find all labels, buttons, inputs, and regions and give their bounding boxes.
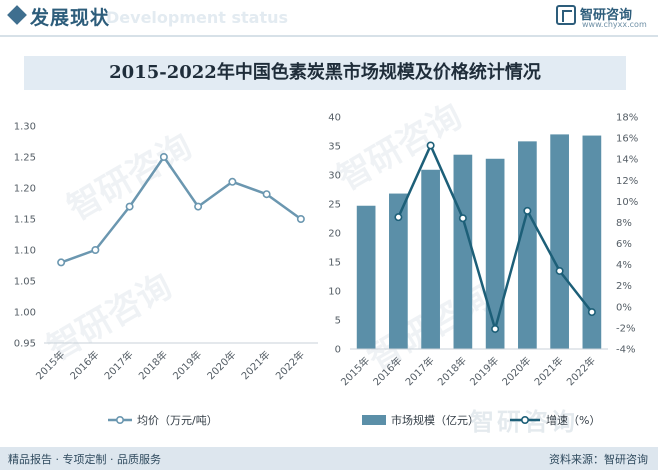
price-point — [159, 153, 168, 162]
growth-point — [426, 141, 435, 150]
x-tick-label: 2017年 — [402, 354, 436, 388]
x-tick-label: 2018年 — [435, 354, 469, 388]
right-y-tick-label: 8% — [616, 218, 632, 229]
footer-tagline: 精品报告 · 专项定制 · 品质服务 — [8, 453, 161, 466]
y-tick-label: 0.95 — [14, 339, 36, 350]
y-tick-label: 1.00 — [14, 308, 36, 319]
market-size-bar — [356, 205, 376, 349]
legend-marker — [520, 415, 529, 424]
x-tick-label: 2021年 — [238, 348, 272, 382]
price-point — [228, 177, 237, 186]
price-point — [91, 246, 100, 255]
market-size-bar — [389, 193, 408, 349]
right-y-tick-label: 12% — [616, 176, 638, 187]
x-tick-label: 2019年 — [170, 348, 204, 382]
market-size-bar — [518, 141, 537, 349]
section-title: 发展现状 — [30, 7, 111, 29]
left-y-tick-label: 25 — [328, 200, 341, 211]
right-y-tick-label: -4% — [616, 345, 635, 356]
x-tick-label: 2016年 — [370, 354, 404, 388]
y-tick-label: 1.20 — [14, 184, 36, 195]
y-tick-label: 1.30 — [14, 122, 36, 133]
y-tick-label: 1.10 — [14, 246, 36, 257]
x-tick-label: 2022年 — [564, 354, 598, 388]
price-point — [262, 190, 271, 199]
left-y-tick-label: 35 — [328, 142, 341, 153]
x-tick-label: 2022年 — [273, 348, 307, 382]
growth-point — [491, 324, 500, 333]
left-y-tick-label: 0 — [335, 345, 341, 356]
x-tick-label: 2015年 — [338, 354, 372, 388]
market-size-bar — [421, 169, 440, 349]
market-size-bar — [485, 158, 505, 349]
left-y-tick-label: 20 — [328, 229, 341, 240]
left-y-tick-label: 30 — [328, 171, 341, 182]
right-y-tick-label: 14% — [616, 155, 638, 166]
brand-logo-icon — [556, 5, 576, 25]
x-tick-label: 2017年 — [101, 348, 135, 382]
price-point — [125, 202, 134, 211]
brand-name: 智研咨询 — [580, 8, 633, 23]
right-y-tick-label: 6% — [616, 239, 632, 250]
growth-point — [523, 206, 532, 215]
price-point — [194, 202, 203, 211]
right-y-tick-label: 2% — [616, 281, 632, 292]
chart-title: 2015-2022年中国色素炭黑市场规模及价格统计情况 — [24, 56, 626, 90]
y-tick-label: 1.25 — [14, 153, 36, 164]
growth-point — [394, 213, 403, 222]
right-y-tick-label: 0% — [616, 302, 632, 313]
right-y-tick-label: -2% — [616, 323, 635, 334]
x-tick-label: 2016年 — [67, 348, 101, 382]
x-tick-label: 2018年 — [136, 348, 170, 382]
legend-bar-swatch — [362, 415, 386, 425]
y-tick-label: 1.15 — [14, 215, 36, 226]
growth-point — [587, 308, 596, 317]
y-tick-label: 1.05 — [14, 277, 36, 288]
market-size-chart: 0 5 10 15 20 25 30 35 40 -4% -2% 0% 2% 4% 6% 8% 10% 12% 14… — [328, 113, 638, 428]
legend-label: 市场规模（亿元） — [391, 413, 479, 427]
section-subtitle: Development status — [106, 8, 289, 27]
growth-point — [555, 266, 564, 275]
price-point — [296, 215, 305, 224]
market-size-bar — [550, 134, 569, 349]
footer: 精品报告 · 专项定制 · 品质服务 资料来源：智研咨询 — [0, 447, 658, 470]
legend-marker — [116, 415, 125, 424]
header-divider — [0, 35, 658, 37]
market-size-bar — [582, 135, 602, 349]
brand-url[interactable]: www.chyxx.com — [582, 20, 647, 29]
price-point — [57, 258, 66, 267]
x-tick-label: 2019年 — [467, 354, 501, 388]
growth-point — [458, 214, 467, 223]
right-y-tick-label: 4% — [616, 260, 632, 271]
x-tick-label: 2021年 — [531, 354, 565, 388]
x-tick-label: 2020年 — [204, 348, 238, 382]
left-y-tick-label: 5 — [335, 316, 341, 327]
footer-source: 资料来源：智研咨询 — [549, 453, 648, 466]
left-y-tick-label: 10 — [328, 287, 341, 298]
market-size-bar — [453, 154, 473, 349]
right-y-tick-label: 18% — [616, 113, 638, 124]
left-y-tick-label: 15 — [328, 258, 341, 269]
left-y-tick-label: 40 — [328, 113, 341, 124]
x-tick-label: 2020年 — [499, 354, 533, 388]
legend-label: 增速（%） — [546, 413, 600, 427]
top-bar: 发展现状 Development status 智研咨询 www.chyxx.c… — [0, 0, 658, 34]
right-y-tick-label: 10% — [616, 197, 638, 208]
legend-label: 均价（万元/吨） — [137, 414, 218, 427]
price-line — [60, 154, 302, 264]
right-y-tick-label: 16% — [616, 134, 638, 145]
x-tick-label: 2015年 — [33, 348, 67, 382]
